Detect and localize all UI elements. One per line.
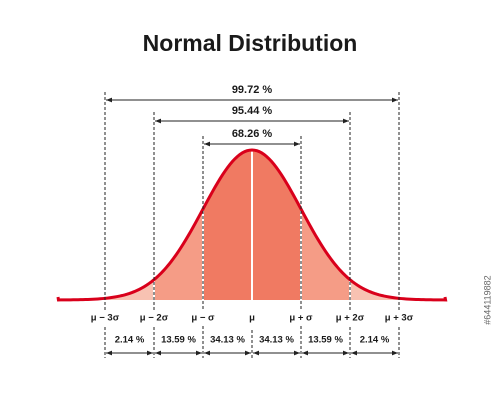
segment-label: 13.59 %	[161, 335, 196, 346]
segment-label: 2.14 %	[115, 335, 145, 346]
curve	[56, 148, 448, 302]
area-segment	[105, 279, 154, 300]
range-label: 95.44 %	[232, 105, 273, 117]
label-bg	[381, 311, 417, 325]
label-bg	[185, 311, 221, 325]
area-segment	[252, 150, 301, 300]
title: Normal Distribution	[143, 30, 358, 56]
area-segment	[203, 150, 252, 300]
label-bg	[332, 311, 368, 325]
area-segment	[350, 279, 399, 300]
sigma-label: μ − 3σ	[91, 313, 120, 324]
sigma-label: μ + 3σ	[385, 313, 414, 324]
segment-label: 2.14 %	[360, 335, 390, 346]
sigma-label: μ + σ	[289, 313, 313, 324]
label-bg	[136, 311, 172, 325]
sigma-label: μ + 2σ	[336, 313, 365, 324]
sigma-label: μ	[249, 313, 255, 324]
sigma-label: μ − σ	[191, 313, 215, 324]
segment-label: 13.59 %	[308, 335, 343, 346]
image-id: #644119882	[482, 275, 492, 324]
range-label: 68.26 %	[232, 128, 273, 140]
segment-label: 34.13 %	[259, 335, 294, 346]
label-bg	[87, 311, 123, 325]
label-bg	[283, 311, 319, 325]
label-bg	[234, 311, 270, 325]
sigma-label: μ − 2σ	[140, 313, 169, 324]
range-label: 99.72 %	[232, 84, 273, 96]
segment-label: 34.13 %	[210, 335, 245, 346]
